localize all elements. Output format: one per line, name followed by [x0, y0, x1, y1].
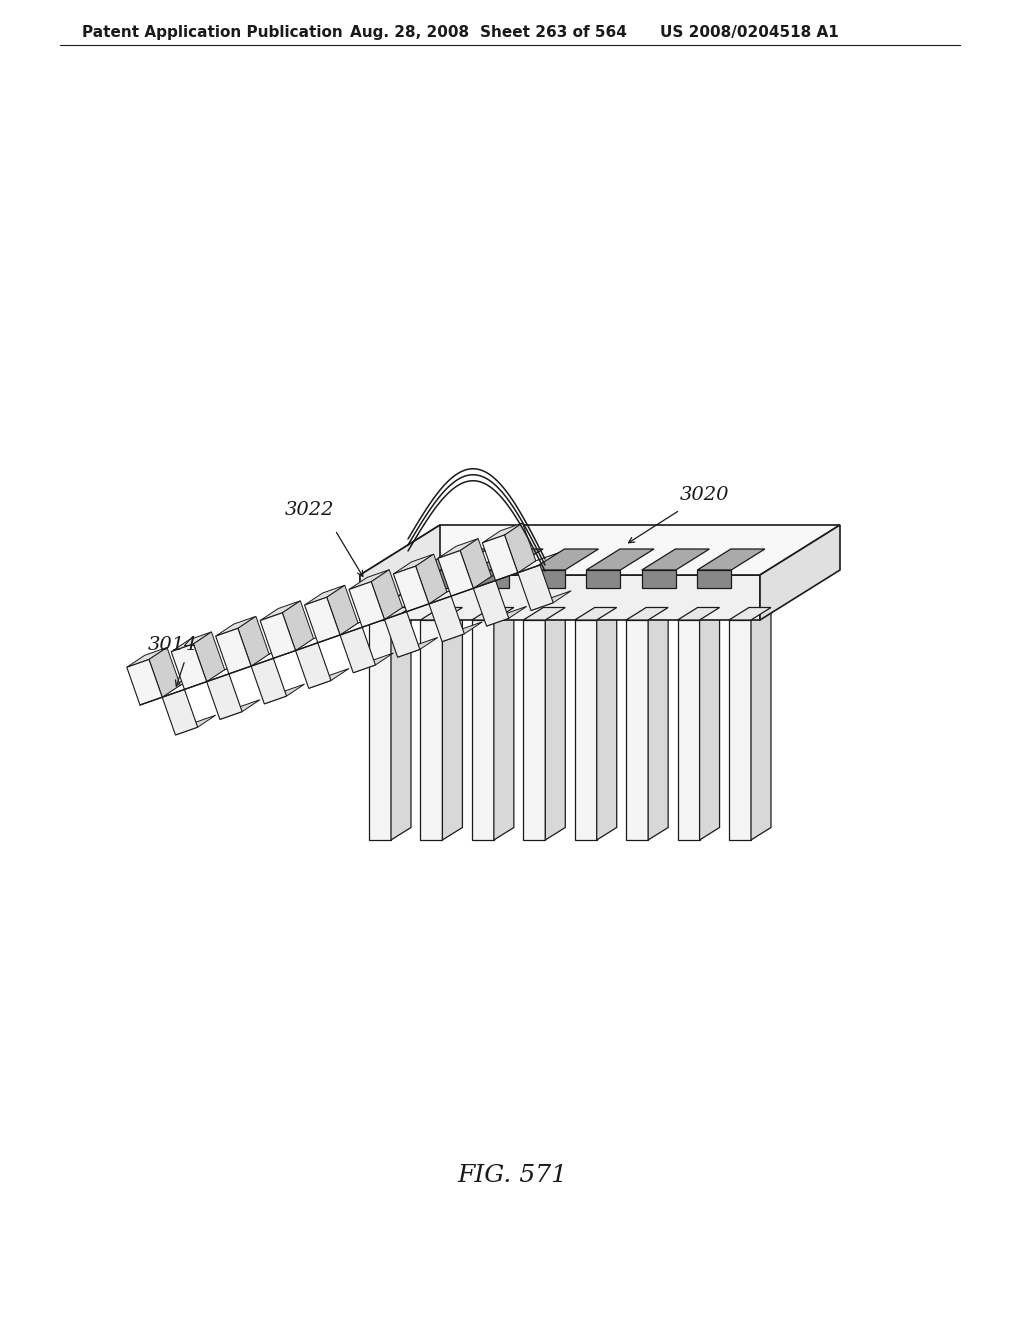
- Polygon shape: [587, 570, 621, 587]
- Text: Aug. 28, 2008: Aug. 28, 2008: [350, 25, 469, 40]
- Polygon shape: [442, 622, 482, 642]
- Polygon shape: [472, 607, 514, 620]
- Polygon shape: [283, 601, 313, 651]
- Polygon shape: [697, 570, 731, 587]
- Polygon shape: [369, 620, 391, 840]
- Polygon shape: [171, 644, 207, 689]
- Polygon shape: [304, 585, 345, 605]
- Polygon shape: [171, 632, 211, 652]
- Polygon shape: [421, 607, 463, 620]
- Polygon shape: [438, 539, 478, 558]
- Polygon shape: [574, 607, 616, 620]
- Polygon shape: [260, 601, 300, 620]
- Polygon shape: [472, 620, 494, 840]
- Polygon shape: [238, 616, 269, 667]
- Polygon shape: [597, 607, 616, 840]
- Polygon shape: [494, 607, 514, 840]
- Polygon shape: [642, 549, 710, 570]
- Text: Patent Application Publication: Patent Application Publication: [82, 25, 343, 40]
- Polygon shape: [397, 638, 438, 657]
- Polygon shape: [626, 620, 648, 840]
- Polygon shape: [264, 684, 304, 704]
- Polygon shape: [421, 620, 442, 840]
- Polygon shape: [530, 570, 565, 587]
- Polygon shape: [391, 607, 411, 840]
- Polygon shape: [393, 566, 429, 611]
- Polygon shape: [220, 700, 260, 719]
- Polygon shape: [216, 616, 256, 636]
- Polygon shape: [327, 585, 358, 635]
- Polygon shape: [751, 607, 771, 840]
- Polygon shape: [482, 523, 522, 543]
- Polygon shape: [546, 607, 565, 840]
- Polygon shape: [648, 607, 668, 840]
- Polygon shape: [340, 627, 376, 673]
- Text: 3022: 3022: [285, 502, 335, 519]
- Polygon shape: [518, 565, 553, 611]
- Polygon shape: [194, 632, 224, 681]
- Polygon shape: [438, 550, 473, 597]
- Polygon shape: [384, 611, 420, 657]
- Polygon shape: [729, 620, 751, 840]
- Polygon shape: [251, 659, 287, 704]
- Polygon shape: [442, 607, 463, 840]
- Polygon shape: [729, 607, 771, 620]
- Polygon shape: [523, 620, 546, 840]
- Polygon shape: [420, 549, 487, 570]
- Polygon shape: [531, 591, 571, 611]
- Polygon shape: [626, 607, 668, 620]
- Polygon shape: [574, 620, 597, 840]
- Polygon shape: [760, 525, 840, 620]
- Polygon shape: [697, 549, 765, 570]
- Polygon shape: [207, 675, 242, 719]
- Polygon shape: [393, 554, 434, 574]
- Text: 3014: 3014: [148, 636, 198, 653]
- Polygon shape: [353, 653, 393, 673]
- Text: US 2008/0204518 A1: US 2008/0204518 A1: [660, 25, 839, 40]
- Polygon shape: [475, 570, 510, 587]
- Polygon shape: [216, 628, 251, 675]
- Polygon shape: [127, 660, 162, 705]
- Text: Sheet 263 of 564: Sheet 263 of 564: [480, 25, 627, 40]
- Polygon shape: [349, 582, 384, 627]
- Polygon shape: [482, 535, 518, 581]
- Polygon shape: [416, 554, 446, 603]
- Polygon shape: [360, 576, 760, 620]
- Polygon shape: [642, 570, 676, 587]
- Polygon shape: [360, 525, 840, 576]
- Polygon shape: [296, 643, 331, 688]
- Polygon shape: [678, 620, 699, 840]
- Polygon shape: [460, 539, 492, 589]
- Polygon shape: [150, 648, 180, 697]
- Polygon shape: [309, 668, 349, 688]
- Polygon shape: [304, 597, 340, 643]
- Polygon shape: [523, 607, 565, 620]
- Polygon shape: [429, 597, 464, 642]
- Polygon shape: [473, 581, 509, 626]
- Polygon shape: [369, 607, 411, 620]
- Polygon shape: [505, 523, 536, 573]
- Polygon shape: [530, 549, 598, 570]
- Text: FIG. 571: FIG. 571: [457, 1163, 567, 1187]
- Polygon shape: [486, 606, 526, 626]
- Polygon shape: [699, 607, 720, 840]
- Polygon shape: [127, 648, 167, 667]
- Polygon shape: [372, 570, 402, 619]
- Polygon shape: [420, 570, 454, 587]
- Polygon shape: [260, 612, 296, 659]
- Polygon shape: [175, 715, 216, 735]
- Polygon shape: [587, 549, 654, 570]
- Text: 3020: 3020: [680, 486, 729, 504]
- Polygon shape: [678, 607, 720, 620]
- Polygon shape: [360, 525, 440, 620]
- Polygon shape: [349, 570, 389, 590]
- Polygon shape: [162, 689, 198, 735]
- Polygon shape: [475, 549, 543, 570]
